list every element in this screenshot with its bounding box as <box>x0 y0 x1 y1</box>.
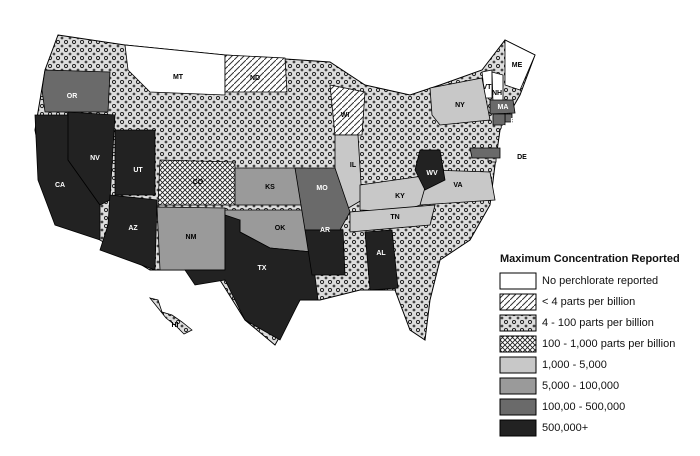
state <box>114 129 156 196</box>
legend-swatch <box>499 293 537 311</box>
state <box>124 44 226 96</box>
legend-swatch <box>499 419 537 437</box>
state <box>294 167 351 231</box>
state-label: NM <box>186 234 197 241</box>
legend-label: 100,00 - 500,000 <box>542 401 625 413</box>
legend-swatch <box>499 335 537 353</box>
state-label: VA <box>453 182 462 189</box>
state-label: MA <box>498 104 509 111</box>
state-label: IL <box>350 162 357 169</box>
state <box>148 297 193 335</box>
state <box>67 111 116 206</box>
state <box>184 214 319 341</box>
legend-swatch <box>499 377 537 395</box>
legend-label: 500,000+ <box>542 422 588 434</box>
state-label: ME <box>512 62 523 69</box>
state <box>414 149 446 191</box>
legend-swatch <box>499 314 537 332</box>
state <box>469 147 501 159</box>
state <box>99 194 158 271</box>
state <box>429 77 491 126</box>
legend-label: 5,000 - 100,000 <box>542 380 619 392</box>
state <box>492 113 506 126</box>
state-label: CA <box>55 182 65 189</box>
state <box>304 229 346 276</box>
state <box>504 39 536 91</box>
state <box>41 69 111 113</box>
state-label: CT <box>501 125 511 132</box>
state-label: NY <box>455 102 465 109</box>
legend-swatch <box>499 356 537 374</box>
legend-swatch <box>499 272 537 290</box>
state-label: MT <box>173 74 184 81</box>
state-label: AL <box>376 250 386 257</box>
state-label: TN <box>390 214 399 221</box>
state-label: HI <box>172 322 179 329</box>
state-label: NV <box>90 155 100 162</box>
legend-label: < 4 parts per billion <box>542 296 635 308</box>
state-label: WV <box>426 170 438 177</box>
state-label: AR <box>320 227 330 234</box>
state-label: ND <box>250 75 260 82</box>
state-label: AZ <box>128 225 138 232</box>
legend-label: 1,000 - 5,000 <box>542 359 607 371</box>
state-label: CO <box>193 179 204 186</box>
legend-title: Maximum Concentration Reported <box>500 253 680 265</box>
state-label: RI <box>511 118 518 125</box>
state <box>489 99 516 115</box>
legend-label: 100 - 1,000 parts per billion <box>542 338 675 350</box>
state-label: TX <box>258 265 267 272</box>
state-label: WI <box>341 112 350 119</box>
state-label: KY <box>395 193 405 200</box>
state <box>364 229 399 291</box>
state <box>224 54 288 93</box>
legend-label: No perchlorate reported <box>542 275 658 287</box>
state-label: DE <box>517 154 527 161</box>
state-label: UT <box>133 167 143 174</box>
state-label: OR <box>67 93 78 100</box>
legend-swatch <box>499 398 537 416</box>
legend-label: 4 - 100 parts per billion <box>542 317 654 329</box>
state-label: OK <box>275 225 286 232</box>
state <box>349 204 436 233</box>
legend: Maximum Concentration Reported No perchlo… <box>499 253 680 437</box>
state <box>329 84 366 136</box>
state-label: KS <box>265 184 275 191</box>
state-label: VT <box>483 84 493 91</box>
state-label: NH <box>492 90 502 97</box>
state-label: MD <box>505 152 516 159</box>
state-label: MO <box>316 185 328 192</box>
